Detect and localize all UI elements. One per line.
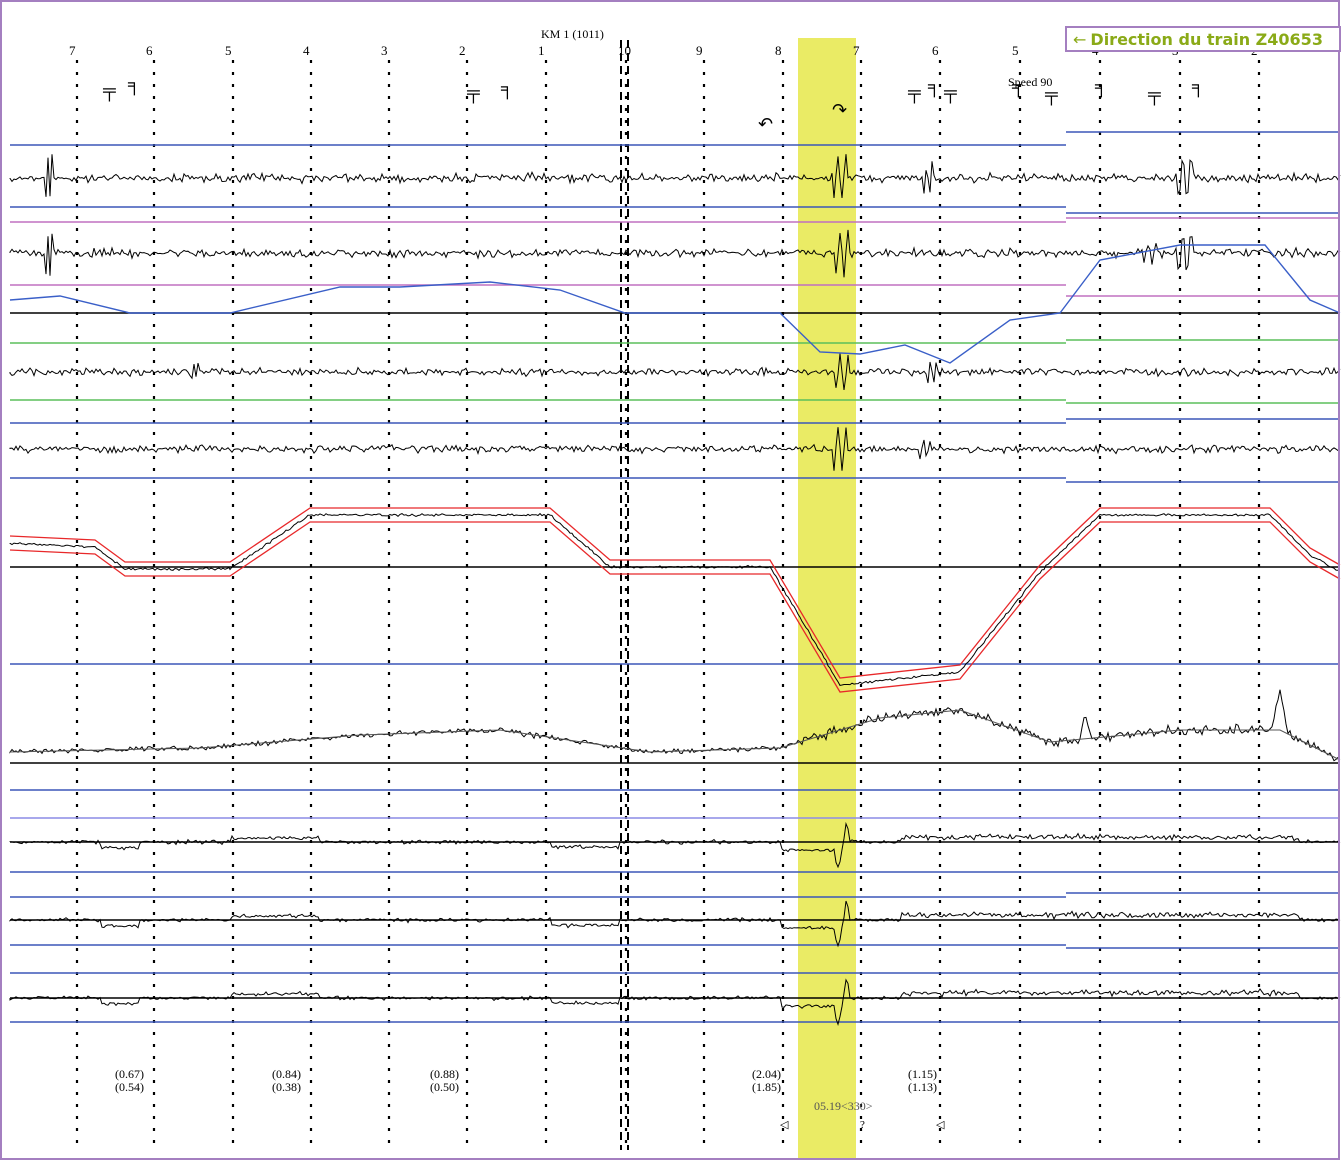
event-label: 05.19<330> [814, 1099, 873, 1113]
defect-value-bottom: (0.50) [430, 1080, 459, 1094]
post-tick-label: 7 [69, 43, 76, 58]
post-tick-label: 3 [381, 43, 388, 58]
level-right-trace [9, 900, 1341, 948]
defect-value-bottom: (1.85) [752, 1080, 781, 1094]
post-tick-label: 9 [696, 43, 703, 58]
direction-label: Direction du train Z40653 [1090, 29, 1323, 49]
signal-icon: ╕ [927, 76, 941, 98]
signal-icon: ╤ [1147, 84, 1161, 106]
direction-banner: ← Direction du train Z40653 [1065, 26, 1341, 52]
defect-value-top: (2.04) [752, 1067, 781, 1081]
marker-arrow-icon: ◁ [780, 1119, 789, 1131]
signal-icon: ╤ [943, 82, 957, 104]
post-tick-label: 1 [538, 43, 545, 58]
defect-value-bottom: (0.54) [115, 1080, 144, 1094]
post-tick-label: 8 [775, 43, 782, 58]
vertical-left-trace [9, 154, 1341, 198]
cant-trend-line [9, 244, 1341, 364]
defect-value-bottom: (0.38) [272, 1080, 301, 1094]
post-tick-label: 5 [225, 43, 232, 58]
defect-value-bottom: (1.13) [908, 1080, 937, 1094]
post-tick-label: 4 [303, 43, 310, 58]
signal-icon: ╕ [1094, 76, 1108, 98]
marker-arrow-icon: ◁ [936, 1119, 945, 1131]
speed-label: Speed 90 [1008, 75, 1052, 89]
signal-icon: ╕ [1011, 76, 1025, 98]
gauge-lower-envelope [9, 521, 1341, 693]
post-tick-label: 10 [618, 43, 631, 58]
signal-icon: ╕ [500, 78, 514, 100]
signal-icon: ╤ [466, 82, 480, 104]
post-tick-label: 7 [853, 43, 860, 58]
signal-icon: ╕ [1191, 76, 1205, 98]
gauge-trace [9, 512, 1339, 686]
signal-icon: ╤ [1044, 84, 1058, 106]
level-diff-trace [9, 978, 1341, 1027]
post-tick-label: 6 [146, 43, 153, 58]
post-tick-label: 6 [932, 43, 939, 58]
curve-start-icon: ↶ [758, 114, 773, 134]
post-tick-label: 5 [1012, 43, 1019, 58]
signal-icon: ╕ [127, 74, 141, 96]
event-mark: ? [860, 1119, 865, 1131]
vertical-right-trace [9, 229, 1341, 278]
gauge-upper-envelope [9, 507, 1341, 679]
km-label: KM 1 (1011) [541, 27, 604, 41]
twist-trend-line [9, 709, 1341, 761]
defect-value-top: (0.88) [430, 1067, 459, 1081]
post-tick-label: 2 [459, 43, 466, 58]
level-left-trace [9, 821, 1341, 869]
twist-trace [9, 689, 1339, 762]
signal-icon: ╤ [102, 80, 116, 102]
curve-end-icon: ↷ [832, 100, 847, 120]
defect-value-top: (1.15) [908, 1067, 937, 1081]
alignment-right-trace [9, 427, 1340, 471]
defect-value-top: (0.67) [115, 1067, 144, 1081]
defect-value-top: (0.84) [272, 1067, 301, 1081]
signal-icon: ╤ [907, 82, 921, 104]
alignment-left-trace [9, 353, 1341, 390]
left-arrow-icon: ← [1073, 29, 1087, 49]
